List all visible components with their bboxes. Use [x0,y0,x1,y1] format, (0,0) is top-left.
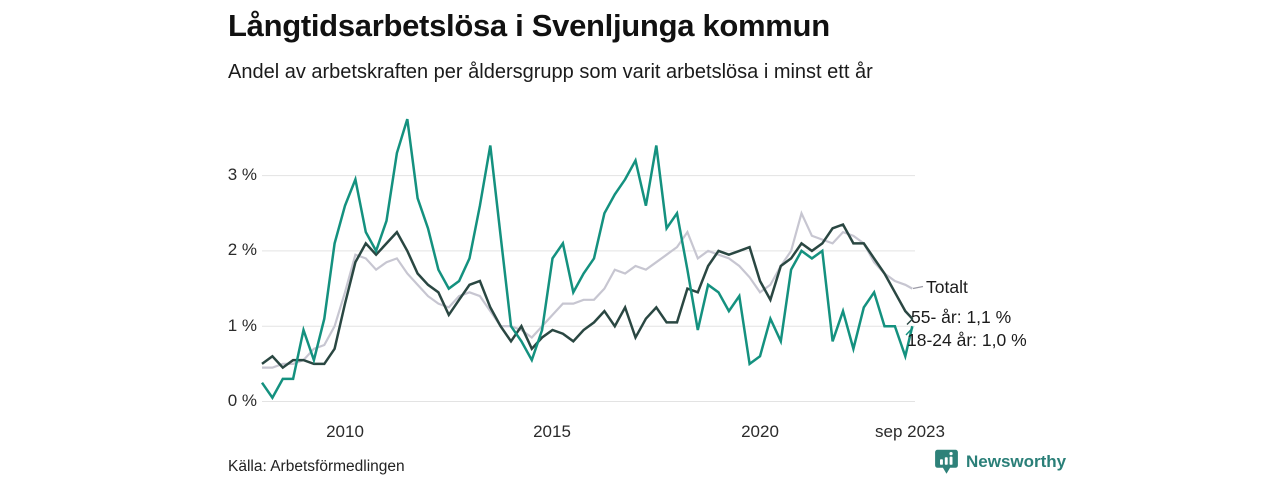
page-title: Långtidsarbetslösa i Svenljunga kommun [228,8,830,43]
newsworthy-logo-icon [935,449,958,474]
brand-logo: Newsworthy [934,449,1066,475]
source-note: Källa: Arbetsförmedlingen [228,458,405,475]
y-tick-2pct: 2 % [227,240,257,259]
series-line-totalt [262,210,913,369]
brand-name: Newsworthy [966,452,1067,471]
y-tick-3pct: 3 % [227,165,257,184]
series-line-18-24-r [260,118,914,401]
label-leader-line [905,327,914,336]
y-tick-0pct: 0 % [227,391,257,410]
series-label-totalt: Totalt [926,277,968,297]
x-tick-2015: 2015 [533,422,571,441]
y-tick-1pct: 1 % [227,316,257,335]
x-tick-2020: 2020 [741,422,779,441]
series-label-55plus: 55- år: 1,1 % [911,307,1012,327]
label-leader-line [906,318,914,325]
page-subtitle: Andel av arbetskraften per åldersgrupp s… [228,61,873,83]
series-line-55-r [261,222,914,370]
x-tick-sep-2023: sep 2023 [875,422,945,441]
label-leader-line [912,285,924,290]
x-tick-2010: 2010 [326,422,364,441]
series-label-18-24: 18-24 år: 1,0 % [907,330,1027,350]
